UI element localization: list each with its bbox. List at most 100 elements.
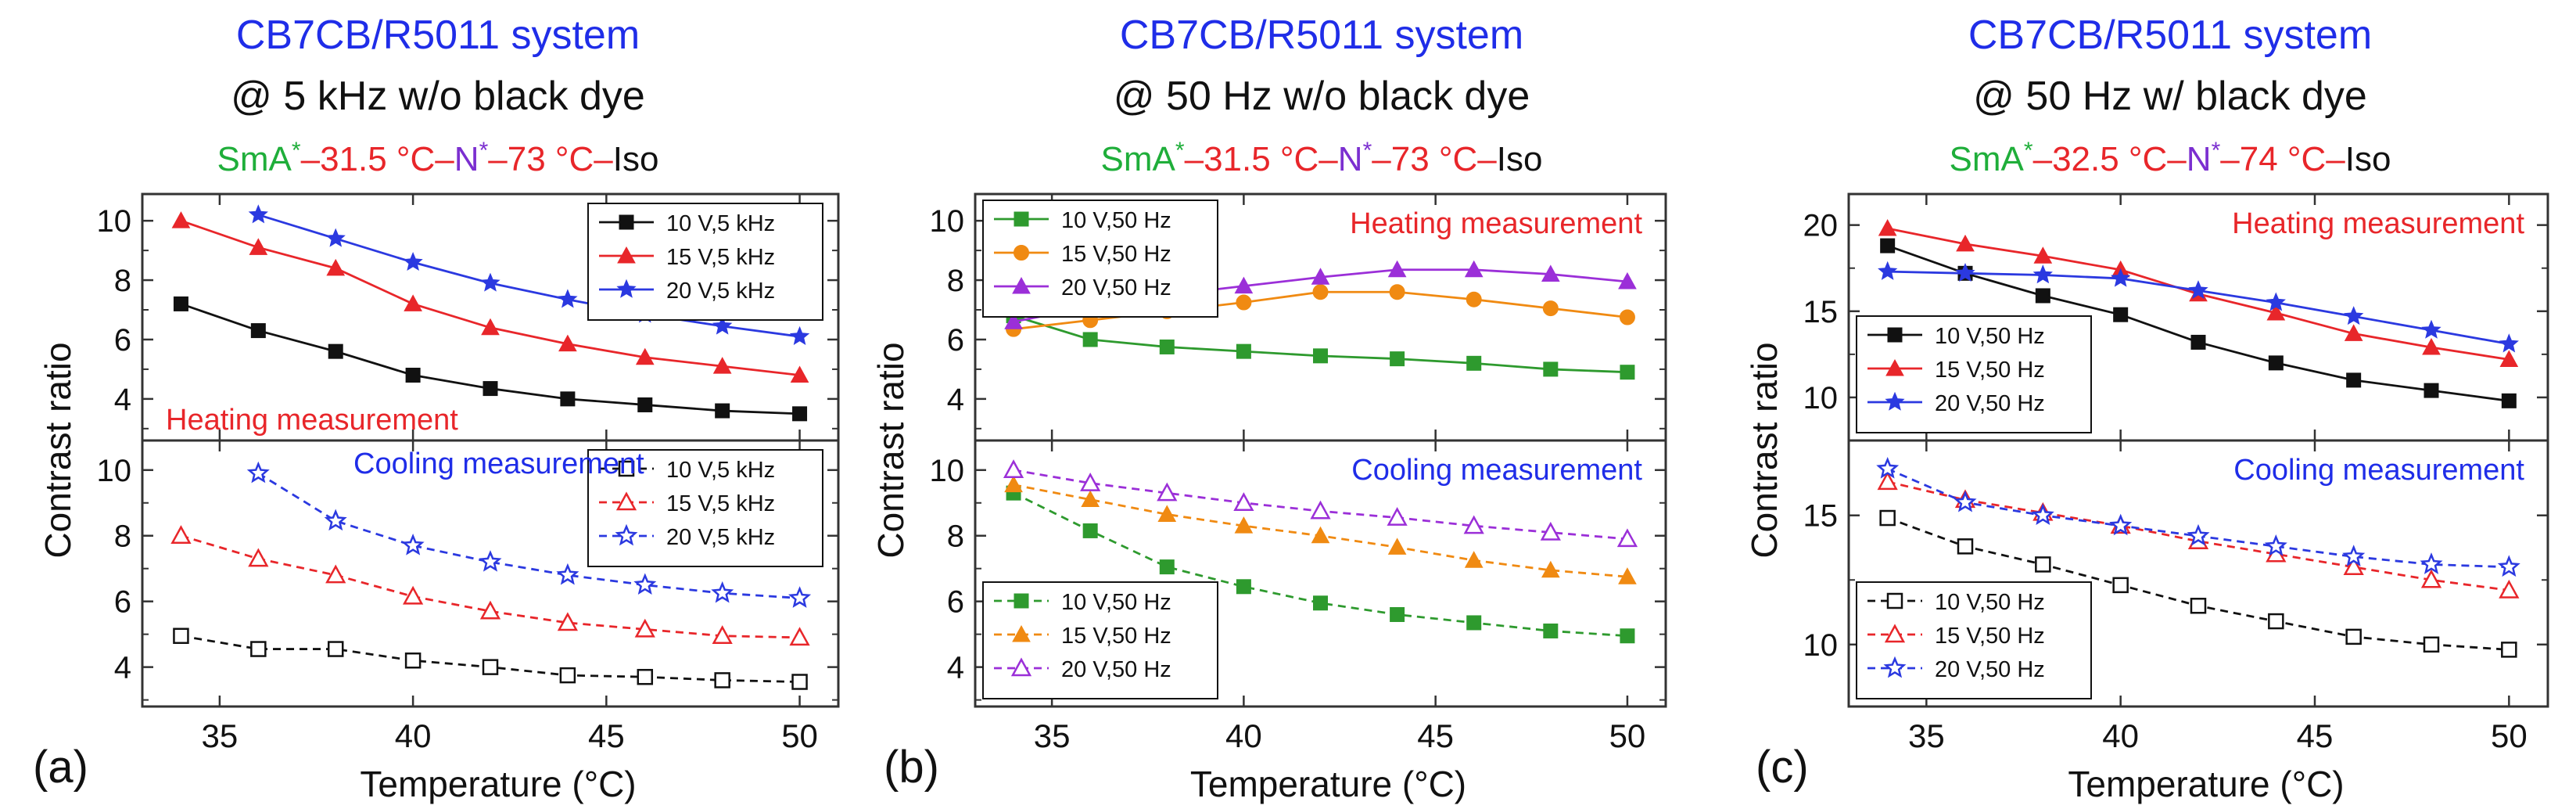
data-point	[1878, 261, 1898, 280]
data-point	[1159, 339, 1175, 354]
panel-label: (a)	[33, 742, 88, 793]
data-point	[1003, 459, 1024, 479]
phase-part: N	[2187, 140, 2212, 178]
data-point	[560, 391, 576, 407]
annotation: Cooling measurement	[353, 448, 644, 480]
phase-part: –31.5 °C–	[301, 140, 455, 178]
legend-marker	[1014, 593, 1029, 609]
panel-a: CB7CB/R5011 system @ 5 kHz w/o black dye S…	[33, 13, 840, 804]
data-point	[715, 403, 730, 419]
data-point	[1618, 271, 1637, 289]
data-point	[1541, 264, 1560, 282]
data-point	[2188, 280, 2208, 300]
data-point	[248, 204, 268, 224]
data-point	[250, 641, 267, 657]
panel-b: CB7CB/R5011 system @ 50 Hz w/o black dye S…	[870, 13, 1667, 804]
data-point	[249, 238, 268, 255]
data-point	[558, 334, 577, 352]
series-3	[1876, 457, 2520, 577]
data-point	[404, 652, 422, 669]
data-point	[637, 397, 653, 412]
phase-part: –32.5 °C–	[2033, 140, 2187, 178]
data-point	[556, 563, 579, 585]
data-point	[1956, 234, 1975, 252]
data-point	[325, 564, 346, 584]
series-2	[171, 211, 809, 383]
data-point	[714, 672, 730, 689]
data-point	[327, 641, 344, 657]
legend-label: 20 V,5 kHz	[666, 279, 775, 304]
phase-part: *	[292, 138, 301, 164]
legend-label: 10 V,50 Hz	[1935, 590, 2045, 615]
y-tick-label: 15	[1803, 499, 1839, 534]
y-tick-label: 10	[930, 204, 965, 239]
data-point	[170, 525, 192, 544]
data-point	[2268, 613, 2284, 630]
data-point	[789, 325, 810, 345]
x-axis-label: Temperature (°C)	[360, 764, 636, 804]
data-point	[2420, 569, 2442, 588]
legend-label: 10 V,5 kHz	[666, 458, 775, 483]
series-line	[257, 472, 800, 599]
legend-marker	[618, 460, 635, 477]
y-tick-label: 10	[1803, 381, 1839, 415]
data-point	[1466, 355, 1482, 371]
cooling-subplot: 10 15 10 V,50 Hz 15 V,50 Hz 20 V,50 Hz Coolin…	[1803, 440, 2548, 707]
x-tick-label: 45	[588, 717, 625, 754]
data-point	[2187, 523, 2210, 546]
panel-c: CB7CB/R5011 system @ 50 Hz w/ black dye Sm…	[1744, 13, 2549, 804]
plot-frame	[141, 192, 840, 708]
data-point	[2035, 288, 2050, 304]
series-1	[1880, 238, 2517, 408]
x-tick-label: 40	[1225, 717, 1262, 754]
y-tick-label: 8	[114, 264, 131, 298]
data-point	[326, 258, 346, 276]
legend-label: 15 V,50 Hz	[1935, 358, 2045, 383]
phase-part: Iso	[613, 140, 659, 178]
data-point	[325, 228, 346, 247]
legend-marker	[1883, 656, 1907, 678]
legend: 10 V,5 kHz 15 V,5 kHz 20 V,5 kHz	[587, 203, 823, 321]
legend-marker	[1014, 211, 1029, 227]
series-1	[173, 627, 808, 690]
data-point	[1464, 260, 1484, 278]
y-tick-label: 10	[930, 454, 965, 488]
x-tick-label: 40	[395, 717, 432, 754]
series-2	[1877, 471, 2520, 599]
x-tick-label: 45	[2297, 717, 2334, 754]
plot-frame	[1847, 192, 2549, 708]
legend: 10 V,50 Hz 15 V,50 Hz 20 V,50 Hz	[982, 581, 1218, 699]
data-point	[1081, 490, 1100, 508]
data-point	[2031, 503, 2054, 526]
data-point	[557, 612, 579, 631]
data-point	[1157, 505, 1177, 522]
series-1	[1006, 308, 1635, 380]
data-point	[1390, 351, 1405, 367]
phase-part: –73 °C–	[488, 140, 613, 178]
series-1	[1879, 509, 2517, 658]
legend-label: 15 V,50 Hz	[1061, 242, 1171, 267]
data-point	[171, 211, 191, 228]
data-point	[328, 343, 343, 359]
phase-part: *	[1363, 138, 1372, 164]
annotation: Heating measurement	[166, 404, 458, 437]
data-point	[2032, 264, 2053, 284]
series-1	[1006, 485, 1635, 644]
phase-part: SmA	[1950, 140, 2025, 178]
legend-label: 20 V,50 Hz	[1935, 391, 2045, 416]
chart-title: CB7CB/R5011 system	[1968, 13, 2372, 58]
data-point	[1954, 490, 1977, 512]
data-point	[2421, 319, 2441, 339]
data-point	[1389, 284, 1405, 300]
data-point	[2264, 534, 2287, 556]
data-point	[1234, 276, 1254, 294]
data-point	[1236, 343, 1251, 359]
legend-marker	[616, 279, 637, 298]
data-point	[635, 347, 655, 365]
legend-label: 15 V,50 Hz	[1935, 624, 2045, 649]
data-point	[1880, 238, 1896, 253]
data-point	[2033, 246, 2053, 264]
y-tick-label: 4	[947, 383, 964, 417]
legend-label: 15 V,50 Hz	[1061, 624, 1171, 649]
